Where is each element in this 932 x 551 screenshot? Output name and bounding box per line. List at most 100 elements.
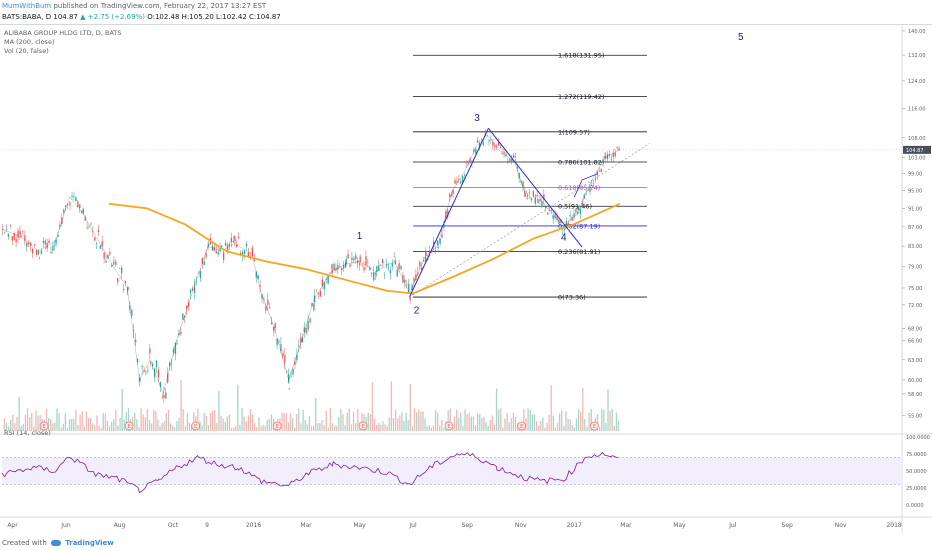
candle-body [303, 327, 305, 333]
tradingview-logo-icon [51, 540, 62, 546]
volume-bar [201, 425, 203, 431]
symbol-header: BATS:BABA, D 104.87 ▲ +2.75 (+2.69%) O:1… [2, 13, 281, 21]
candle-body [290, 376, 292, 378]
candle-body [75, 197, 77, 202]
candle-body [7, 233, 10, 237]
volume-bar [508, 422, 510, 431]
candle-body [30, 242, 32, 246]
candle-body [465, 161, 467, 164]
candle-body [119, 268, 121, 269]
volume-bar [127, 408, 130, 431]
candle-body [82, 208, 84, 214]
candle-body [422, 260, 425, 262]
volume-bar [123, 419, 125, 431]
candle-body [271, 322, 273, 325]
candle-body [113, 262, 115, 265]
candle-body [469, 158, 471, 162]
price-chart[interactable]: Apr Jun Aug Oct 9 2016 Mar May Jul Sep Nov 2017 Mar M… [0, 25, 932, 533]
candle-body [462, 176, 464, 183]
candle-body [520, 180, 522, 183]
volume-bar [3, 418, 6, 431]
volume-bar [16, 416, 18, 431]
x-tick-label: 2016 [246, 522, 261, 529]
candle-body [331, 264, 333, 270]
volume-bar [453, 416, 456, 431]
candle-body [211, 246, 214, 251]
candle-body [174, 342, 177, 355]
candle-body [152, 363, 154, 366]
volume-bar [584, 418, 586, 431]
volume-bar [96, 415, 98, 431]
candle-body [234, 236, 236, 242]
footer-brand[interactable]: TradingView [65, 539, 114, 547]
volume-bar [369, 414, 372, 431]
candle-body [400, 266, 402, 269]
candle-body [63, 209, 65, 213]
volume-bar [409, 383, 411, 431]
candle-body [331, 269, 333, 274]
candle-body [253, 259, 255, 261]
legend-entry: MA (200, close) [4, 38, 54, 46]
candle-body [313, 304, 315, 311]
candle-body [476, 140, 479, 143]
candle-body [528, 192, 531, 194]
candle-body [217, 252, 219, 255]
volume-bar [329, 408, 332, 431]
volume-bar [113, 419, 115, 431]
volume-bar [565, 411, 567, 431]
volume-bar [609, 411, 611, 431]
candle-body [415, 274, 417, 280]
candle-body [238, 236, 240, 238]
candle-body [443, 224, 445, 228]
volume-bar [203, 413, 205, 431]
volume-bar [163, 421, 165, 431]
candle-body [139, 378, 141, 380]
candle-body [265, 306, 267, 311]
candle-body [490, 139, 492, 141]
volume-bar [529, 409, 531, 431]
volume-bar [598, 427, 601, 431]
candle-body [107, 255, 109, 259]
volume-bar [108, 426, 111, 431]
price-change: ▲ +2.75 (+2.69%) [80, 13, 145, 21]
volume-bar [487, 426, 489, 431]
volume-bar [344, 425, 346, 431]
candle-body [54, 244, 56, 246]
candle-body [69, 203, 71, 205]
volume-bar [52, 423, 54, 431]
candle-body [40, 250, 43, 254]
symbol-label: BATS:BABA, D [2, 13, 52, 21]
candle-body [429, 251, 431, 254]
x-tick-label: 9 [205, 522, 209, 529]
volume-bar [245, 421, 247, 431]
last-price-label: 104.87 [906, 148, 924, 154]
candle-body [541, 201, 543, 207]
candle-body [518, 173, 520, 179]
candle-body [3, 232, 6, 234]
volume-bar [502, 427, 504, 431]
candle-body [207, 243, 210, 247]
volume-bar [60, 427, 62, 431]
volume-bar [462, 426, 464, 431]
candle-body [361, 265, 363, 267]
wave-trendline [409, 128, 489, 298]
candle-body [195, 280, 198, 282]
volume-bar [222, 418, 224, 431]
y-tick-label: 87.00 [908, 225, 922, 231]
earnings-marker [272, 421, 282, 431]
volume-bar [28, 417, 31, 431]
volume-bar [317, 423, 319, 431]
candle-body [274, 323, 276, 328]
candle-body [124, 280, 127, 284]
volume-bar [79, 414, 81, 431]
candle-body [543, 194, 545, 200]
candle-body [365, 256, 367, 266]
volume-bar [150, 423, 153, 431]
candle-body [241, 252, 244, 256]
volume-bar [233, 427, 235, 431]
volume-bar [68, 419, 71, 431]
author-link[interactable]: MumWithBum [2, 2, 52, 10]
candle-body [373, 271, 375, 281]
wave-trendline [487, 128, 583, 248]
volume-bar [167, 409, 170, 431]
